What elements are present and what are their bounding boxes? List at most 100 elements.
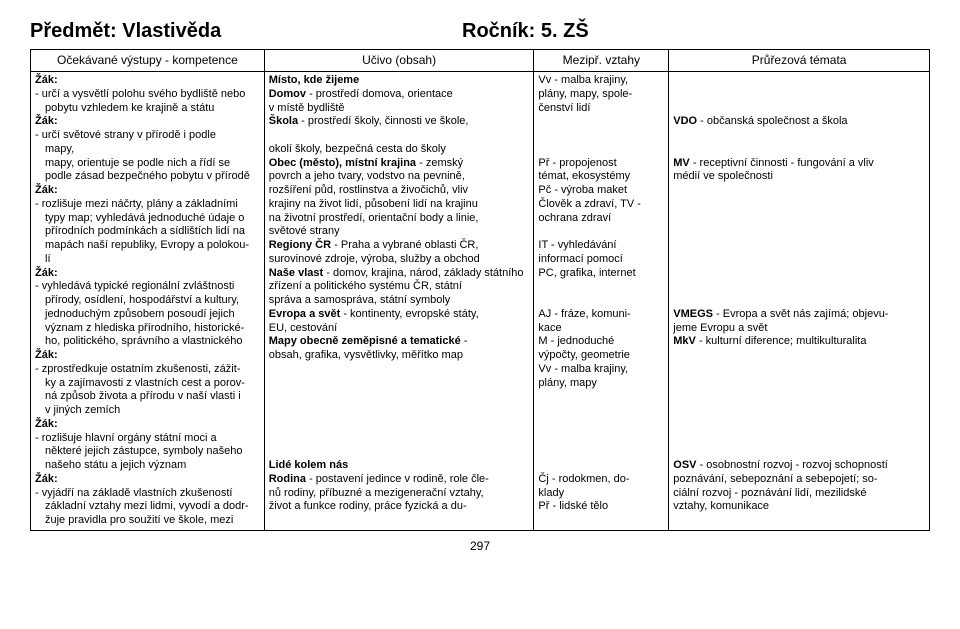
outcome-line: - rozlišuje hlavní orgány státní moci a [35, 432, 260, 446]
zak-label: Žák: [35, 418, 260, 432]
zak-label: Žák: [35, 74, 260, 88]
col-header-cross: Mezipř. vztahy [534, 50, 669, 72]
outcome-line: některé jejich zástupce, symboly našeho [35, 445, 260, 459]
content-bold: Rodina [269, 473, 306, 485]
table-row: Žák: - určí a vysvětlí polohu svého bydl… [31, 72, 930, 531]
grade-label: Ročník: 5. ZŠ [462, 20, 589, 43]
topic-heading: Místo, kde žijeme [269, 74, 530, 88]
cross-line: PC, grafika, internet [538, 267, 664, 281]
content-bold: Evropa a svět [269, 308, 341, 320]
theme-line: jeme Evropu a svět [673, 322, 925, 336]
theme-bold: MkV [673, 335, 696, 347]
outcome-line: přírody, osídlení, hospodářství a kultur… [35, 294, 260, 308]
cell-themes: VDO - občanská společnost a škola MV - r… [669, 72, 930, 531]
zak-label: Žák: [35, 115, 260, 129]
curriculum-table: Očekávané výstupy - kompetence Učivo (ob… [30, 49, 930, 531]
outcome-line: podle zásad bezpečného pobytu v přírodě [35, 170, 260, 184]
theme-text: - Evropa a svět nás zajímá; objevu- [713, 308, 888, 320]
content-text: - prostředí domova, orientace [306, 88, 453, 100]
cross-line: Vv - malba krajiny, [538, 74, 664, 88]
outcome-line: mapy, [35, 143, 260, 157]
theme-line: OSV - osobnostní rozvoj - rozvoj schopno… [673, 459, 925, 473]
outcome-line: - rozlišuje mezi náčrty, plány a základn… [35, 198, 260, 212]
outcome-line: lí [35, 253, 260, 267]
cross-line: výpočty, geometrie [538, 349, 664, 363]
outcome-line: mapy, orientuje se podle nich a řídí se [35, 157, 260, 171]
content-line: nů rodiny, příbuzné a mezigenerační vzta… [269, 487, 530, 501]
cell-cross: Vv - malba krajiny, plány, mapy, spole- … [534, 72, 669, 531]
content-line: Obec (město), místní krajina - zemský [269, 157, 530, 171]
theme-line: vztahy, komunikace [673, 500, 925, 514]
theme-line: MkV - kulturní diference; multikulturali… [673, 335, 925, 349]
theme-line: VMEGS - Evropa a svět nás zajímá; objevu… [673, 308, 925, 322]
cross-line: ochrana zdraví [538, 212, 664, 226]
col-header-outcomes: Očekávané výstupy - kompetence [31, 50, 265, 72]
col-header-content: Učivo (obsah) [264, 50, 534, 72]
cross-line: Člověk a zdraví, TV - [538, 198, 664, 212]
content-bold: Naše vlast [269, 267, 323, 279]
content-text: - prostředí školy, činnosti ve škole, [298, 115, 468, 127]
theme-line: ciální rozvoj - poznávání lidí, mezilids… [673, 487, 925, 501]
outcome-line: základní vztahy mezi lidmi, vyvodí a dod… [35, 500, 260, 514]
outcome-line: ho, politického, správního a vlastnickéh… [35, 335, 260, 349]
theme-bold: VMEGS [673, 308, 713, 320]
outcome-line: ná způsob života a přírodu v naší vlasti… [35, 390, 260, 404]
content-line: povrch a jeho tvary, vodstvo na pevnině, [269, 170, 530, 184]
content-text: - postavení jedince v rodině, role čle- [306, 473, 489, 485]
topic-heading: Lidé kolem nás [269, 459, 530, 473]
zak-label: Žák: [35, 349, 260, 363]
outcome-line: - určí a vysvětlí polohu svého bydliště … [35, 88, 260, 102]
content-line: okolí školy, bezpečná cesta do školy [269, 143, 530, 157]
outcome-line: typy map; vyhledává jednoduché údaje o [35, 212, 260, 226]
theme-text: - osobnostní rozvoj - rozvoj schopností [697, 459, 888, 471]
zak-label: Žák: [35, 473, 260, 487]
cross-line: plány, mapy [538, 377, 664, 391]
content-line: Mapy obecně zeměpisné a tematické - [269, 335, 530, 349]
content-line: Regiony ČR - Praha a vybrané oblasti ČR, [269, 239, 530, 253]
content-line: Domov - prostředí domova, orientace [269, 88, 530, 102]
content-text: - [461, 335, 468, 347]
outcome-line: mapách naší republiky, Evropy a polokou- [35, 239, 260, 253]
outcome-line: pobytu vzhledem ke krajině a státu [35, 102, 260, 116]
outcome-line: v jiných zemích [35, 404, 260, 418]
theme-text: - občanská společnost a škola [697, 115, 847, 127]
content-bold: Škola [269, 115, 298, 127]
content-line: světové strany [269, 225, 530, 239]
content-line: život a funkce rodiny, práce fyzická a d… [269, 500, 530, 514]
content-line: EU, cestování [269, 322, 530, 336]
content-line: obsah, grafika, vysvětlivky, měřítko map [269, 349, 530, 363]
content-line: Rodina - postavení jedince v rodině, rol… [269, 473, 530, 487]
outcome-line: význam z hlediska přírodního, historické… [35, 322, 260, 336]
subject-header: Předmět: Vlastivěda Ročník: 5. ZŠ [30, 20, 930, 43]
content-line: na životní prostředí, orientační body a … [269, 212, 530, 226]
theme-bold: OSV [673, 459, 696, 471]
content-text: - Praha a vybrané oblasti ČR, [331, 239, 478, 251]
content-line: Evropa a svět - kontinenty, evropské stá… [269, 308, 530, 322]
theme-text: - receptivní činnosti - fungování a vliv [690, 157, 874, 169]
cell-content: Místo, kde žijeme Domov - prostředí domo… [264, 72, 534, 531]
content-line: zřízení a politického systému ČR, státní [269, 280, 530, 294]
content-text: - zemský [416, 157, 463, 169]
cross-line: Čj - rodokmen, do- [538, 473, 664, 487]
zak-label: Žák: [35, 184, 260, 198]
outcome-line: - zprostředkuje ostatním zkušenosti, záž… [35, 363, 260, 377]
content-text: - kontinenty, evropské státy, [340, 308, 478, 320]
cross-line: AJ - fráze, komuni- [538, 308, 664, 322]
content-bold: Regiony ČR [269, 239, 331, 251]
content-line: krajiny na život lidí, působení lidí na … [269, 198, 530, 212]
theme-line: médií ve společnosti [673, 170, 925, 184]
outcome-line: našeho státu a jejich význam [35, 459, 260, 473]
theme-bold: MV [673, 157, 690, 169]
outcome-line: ky a zajímavosti z vlastních cest a poro… [35, 377, 260, 391]
content-line: Škola - prostředí školy, činnosti ve ško… [269, 115, 530, 129]
cell-outcomes: Žák: - určí a vysvětlí polohu svého bydl… [31, 72, 265, 531]
subject-label: Předmět: Vlastivěda [30, 20, 462, 43]
theme-line: VDO - občanská společnost a škola [673, 115, 925, 129]
cross-line: čenství lidí [538, 102, 664, 116]
outcome-line: - vyhledává typické regionální zvláštnos… [35, 280, 260, 294]
page-number: 297 [30, 539, 930, 553]
col-header-themes: Průřezová témata [669, 50, 930, 72]
content-bold: Domov [269, 88, 306, 100]
cross-line: informací pomocí [538, 253, 664, 267]
zak-label: Žák: [35, 267, 260, 281]
